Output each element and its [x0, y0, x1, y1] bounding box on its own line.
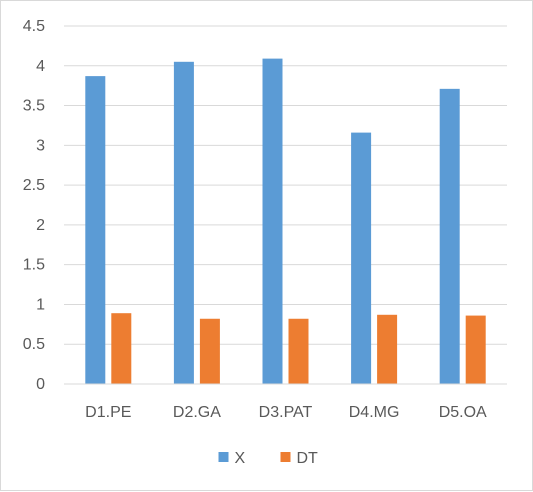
bar-dt-d4-mg — [377, 314, 398, 384]
bar-dt-d2-ga — [199, 318, 220, 384]
bar-x-d4-mg — [351, 132, 372, 384]
bars — [85, 58, 486, 385]
legend-label-dt: DT — [297, 450, 319, 467]
y-tick-label: 4.5 — [23, 18, 45, 35]
bar-x-d1-pe — [85, 76, 106, 385]
y-tick-label: 3 — [36, 137, 45, 154]
bar-dt-d1-pe — [111, 313, 132, 384]
bar-dt-d5-oa — [465, 315, 486, 384]
legend: X DT — [218, 450, 319, 467]
y-tick-label: 2.5 — [23, 177, 45, 194]
x-tick-label: D3.PAT — [259, 404, 313, 421]
y-tick-label: 4 — [36, 58, 45, 75]
x-tick-label: D4.MG — [349, 404, 400, 421]
bar-x-d5-oa — [439, 88, 460, 385]
bar-x-d3-pat — [262, 58, 283, 385]
y-tick-label: 0 — [36, 376, 45, 393]
y-tick-label: 3.5 — [23, 98, 45, 115]
legend-swatch-x — [218, 452, 229, 462]
x-axis-tick-labels: D1.PE D2.GA D3.PAT D4.MG D5.OA — [85, 404, 487, 421]
x-tick-label: D5.OA — [439, 404, 487, 421]
bar-x-d2-ga — [173, 61, 194, 385]
y-tick-label: 0.5 — [23, 336, 45, 353]
y-tick-label: 2 — [36, 217, 45, 234]
y-tick-label: 1.5 — [23, 257, 45, 274]
gridlines — [64, 25, 507, 345]
legend-swatch-dt — [280, 452, 291, 462]
bar-dt-d3-pat — [288, 318, 309, 384]
y-axis-tick-labels: 0 0.5 1 1.5 2 2.5 3 3.5 4 4.5 — [23, 18, 45, 393]
y-tick-label: 1 — [36, 296, 45, 313]
x-tick-label: D2.GA — [173, 404, 221, 421]
x-tick-label: D1.PE — [85, 404, 131, 421]
legend-label-x: X — [235, 450, 246, 467]
